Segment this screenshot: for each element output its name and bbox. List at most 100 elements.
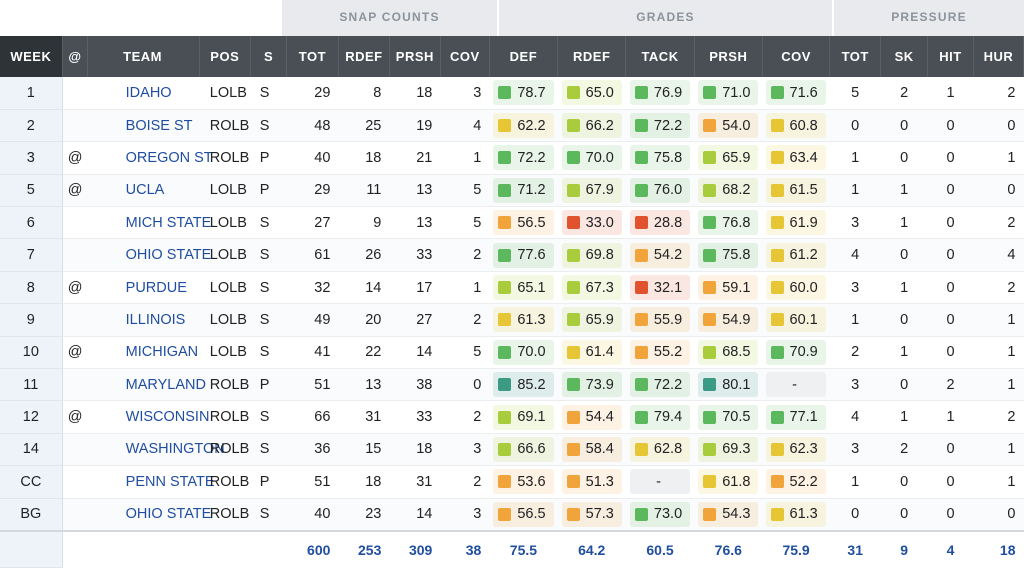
table-row[interactable]: 1 IDAHO LOLB S 29 8 18 3 78.7 65.0 76.9 71.0 71.6 5 2 1… <box>0 77 1024 110</box>
header-grade-rdef[interactable]: RDEF <box>557 36 627 77</box>
table-row[interactable]: 6 MICH STATE LOLB S 27 9 13 5 56.5 33.0 28.8 76.8 61… <box>0 206 1024 240</box>
snap-rdef-cell: 31 <box>338 400 390 434</box>
total-snap-tot: 600 <box>286 529 339 568</box>
header-week[interactable]: WEEK <box>0 36 63 77</box>
snap-prsh-cell: 31 <box>389 465 441 499</box>
header-snap-cov[interactable]: COV <box>440 36 490 77</box>
header-snap-tot[interactable]: TOT <box>286 36 339 77</box>
row-side: S <box>250 238 287 272</box>
row-team-link[interactable]: IDAHO <box>87 77 200 110</box>
snap-cov-cell: 5 <box>440 174 490 208</box>
row-team-link[interactable]: BOISE ST <box>87 109 200 143</box>
row-team-link[interactable]: MICHIGAN <box>87 336 200 370</box>
row-team-link[interactable]: OHIO STATE <box>87 498 211 532</box>
grade-value: 68.5 <box>722 344 751 361</box>
table-row[interactable]: 5 @ UCLA LOLB P 29 11 13 5 71.2 67.9 76.0 68.2 61.5 1 1… <box>0 174 1024 208</box>
table-row[interactable]: 7 OHIO STATE LOLB S 61 26 33 2 77.6 69.8 54.2 75.8 6… <box>0 238 1024 272</box>
grade-value: 76.9 <box>653 84 683 101</box>
grade-tack-cell: - <box>625 465 695 499</box>
total-pressure-sk: 9 <box>880 529 928 568</box>
header-at[interactable]: @ <box>62 36 89 77</box>
grade-def-cell: 71.2 <box>489 174 558 208</box>
header-side[interactable]: S <box>250 36 287 77</box>
grade-value: 70.5 <box>722 409 751 426</box>
grade-value: 72.2 <box>653 117 683 134</box>
grade-value: 71.6 <box>789 84 818 101</box>
header-pressure-hur[interactable]: HUR <box>973 36 1024 77</box>
row-position: ROLB <box>199 433 251 467</box>
grade-badge: 85.2 <box>493 372 554 398</box>
header-team[interactable]: TEAM <box>87 36 201 77</box>
grade-color-swatch-icon <box>703 410 717 424</box>
row-side: P <box>250 174 287 208</box>
row-team-link[interactable]: MICH STATE <box>87 206 211 240</box>
row-team-link[interactable]: OREGON ST <box>87 141 213 175</box>
grade-tack-cell: 32.1 <box>625 271 695 305</box>
grade-rdef-cell: 69.8 <box>557 238 626 272</box>
grade-prsh-cell: 70.5 <box>694 400 763 434</box>
row-team-link[interactable]: WASHINGTON <box>87 433 225 467</box>
snap-rdef-cell: 11 <box>338 174 390 208</box>
row-position: LOLB <box>199 271 251 305</box>
pressure-tot-cell: 3 <box>829 368 881 402</box>
pressure-hit-cell: 0 <box>927 465 974 499</box>
grade-rdef-cell: 65.9 <box>557 303 626 337</box>
row-team-link[interactable]: ILLINOIS <box>87 303 200 337</box>
grade-tack-cell: 72.2 <box>625 368 695 402</box>
grade-def-cell: 70.0 <box>489 336 558 370</box>
row-team-link[interactable]: UCLA <box>87 174 200 208</box>
grade-badge: 67.9 <box>561 177 622 203</box>
header-pressure-sk[interactable]: SK <box>880 36 929 77</box>
game-log-table: WEEK @ TEAM POS S TOT RDEF PRSH COV DEF … <box>0 36 1024 569</box>
table-row[interactable]: 3 @ OREGON ST ROLB P 40 18 21 1 72.2 70.0 75.8 65.9 6… <box>0 141 1024 175</box>
grade-def-cell: 65.1 <box>489 271 558 305</box>
header-pos[interactable]: POS <box>199 36 252 77</box>
row-position: LOLB <box>199 206 251 240</box>
snap-rdef-cell: 22 <box>338 336 390 370</box>
header-pressure-hit[interactable]: HIT <box>927 36 974 77</box>
header-snap-prsh[interactable]: PRSH <box>389 36 441 77</box>
header-grade-def[interactable]: DEF <box>489 36 559 77</box>
totals-blank-cell <box>62 529 287 568</box>
table-row[interactable]: 8 @ PURDUE LOLB S 32 14 17 1 65.1 67.3 32.1 59.1 60.0… <box>0 271 1024 305</box>
header-grade-cov[interactable]: COV <box>762 36 831 77</box>
row-team-link[interactable]: OHIO STATE <box>87 238 211 272</box>
grade-badge: 70.0 <box>493 339 554 365</box>
snap-tot-cell: 51 <box>286 368 339 402</box>
grade-color-swatch-icon <box>498 442 512 456</box>
table-row[interactable]: 11 MARYLAND ROLB P 51 13 38 0 85.2 73.9 72.2 80.1-3… <box>0 368 1024 402</box>
table-row[interactable]: BG OHIO STATE ROLB S 40 23 14 3 56.5 57.3 73.0 54.3… <box>0 498 1024 532</box>
row-team-link[interactable]: WISCONSIN <box>87 400 209 434</box>
grade-value: 53.6 <box>517 473 546 490</box>
grade-prsh-cell: 54.0 <box>694 109 763 143</box>
header-grade-prsh[interactable]: PRSH <box>694 36 763 77</box>
grade-color-swatch-icon <box>566 313 580 327</box>
table-row[interactable]: 14 WASHINGTON ROLB S 36 15 18 3 66.6 58.4 62.8 69.3… <box>0 433 1024 467</box>
header-snap-rdef[interactable]: RDEF <box>338 36 390 77</box>
row-week: 11 <box>0 368 63 402</box>
row-side: S <box>250 498 287 532</box>
pressure-sk-cell: 0 <box>880 238 928 272</box>
row-team-link[interactable]: MARYLAND <box>87 368 206 402</box>
grade-badge: 61.9 <box>766 210 826 236</box>
grade-badge: 62.2 <box>493 113 554 139</box>
pressure-hit-cell: 1 <box>927 77 974 110</box>
grade-badge: 52.2 <box>766 469 826 495</box>
grade-color-swatch-icon <box>703 378 717 392</box>
grade-value: 52.2 <box>789 473 818 490</box>
row-team-link[interactable]: PENN STATE <box>87 465 215 499</box>
grade-color-swatch-icon <box>703 345 717 359</box>
snap-cov-cell: 3 <box>440 433 490 467</box>
header-grade-tack[interactable]: TACK <box>625 36 695 77</box>
grade-value: 67.9 <box>585 182 614 199</box>
grade-color-swatch-icon <box>634 410 648 424</box>
grade-badge: 65.1 <box>493 275 554 301</box>
table-row[interactable]: 10 @ MICHIGAN LOLB S 41 22 14 5 70.0 61.4 55.2 68.5 7… <box>0 336 1024 370</box>
table-row[interactable]: CC PENN STATE ROLB P 51 18 31 2 53.6 51.3 - 61.8 52.… <box>0 465 1024 499</box>
grade-color-swatch-icon <box>703 183 717 197</box>
table-row[interactable]: 2 BOISE ST ROLB S 48 25 19 4 62.2 66.2 72.2 54.0 60.… <box>0 109 1024 143</box>
table-row[interactable]: 9 ILLINOIS LOLB S 49 20 27 2 61.3 65.9 55.9 54.9 60.… <box>0 303 1024 337</box>
header-pressure-tot[interactable]: TOT <box>829 36 882 77</box>
row-team-link[interactable]: PURDUE <box>87 271 200 305</box>
table-row[interactable]: 12 @ WISCONSIN ROLB S 66 31 33 2 69.1 54.4 79.4 70.5… <box>0 400 1024 434</box>
